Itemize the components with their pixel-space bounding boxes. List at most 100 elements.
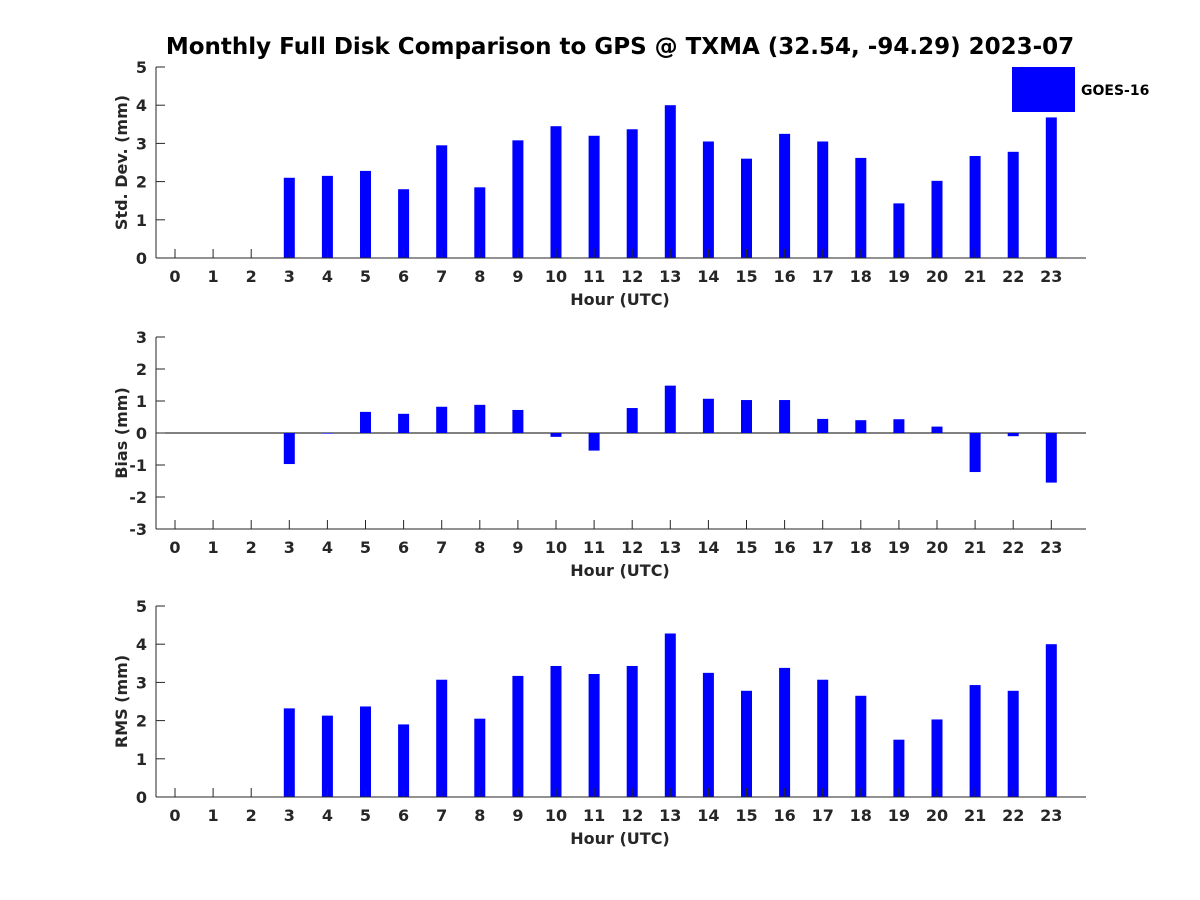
bar-hour-21 [969,685,981,797]
subplot-3: 0 1 2 3 4 5 6 7 8 9 10 11 12 13 14 15 16 17 18 19 20 21 22 2301… [112,597,1086,848]
y-tick-label: 4 [136,96,147,115]
y-tick-label: 1 [136,211,147,230]
bar-hour-10 [550,433,562,437]
bar-hour-5 [360,706,371,797]
bar-hour-15 [741,400,752,433]
x-tick-label: 7 [436,806,447,825]
bar-hour-12 [626,408,638,433]
x-tick-label: 2 [246,267,257,286]
bar-hour-12 [626,665,638,797]
x-tick-label: 7 [436,538,447,557]
x-tick-label: 2 [246,806,257,825]
bar-hour-4 [321,175,333,258]
x-tick-label: 12 [621,538,643,557]
bar-hour-18 [855,420,867,433]
y-tick-label: 2 [136,712,147,731]
bar-hour-7 [436,406,448,433]
bar-hour-14 [702,672,714,797]
bar-hour-19 [893,739,905,797]
x-tick-label: 21 [964,806,986,825]
bar-hour-7 [436,679,448,797]
x-tick-label: 9 [512,806,523,825]
bar-hour-15 [741,158,752,258]
x-tick-label: 5 [360,267,371,286]
bar-hour-17 [817,418,829,433]
bar-hour-11 [588,135,600,258]
x-tick-label: 8 [474,538,485,557]
bar-hour-6 [398,724,410,797]
x-tick-label: 15 [735,538,757,557]
x-tick-label: 14 [697,806,719,825]
x-axis-label: Hour (UTC) [570,561,670,580]
x-tick-label: 4 [322,806,333,825]
bar-hour-17 [817,141,829,258]
x-tick-label: 13 [659,806,681,825]
bar-hour-10 [550,665,562,797]
legend-swatch [1012,67,1075,112]
y-tick-label: -3 [129,520,147,539]
subplot-1: 0 1 2 3 4 5 6 7 8 9 10 11 12 13 14 15 16 17 18 19 20 21 22 2301… [112,58,1086,309]
bar-hour-11 [588,433,600,451]
x-tick-label: 13 [659,538,681,557]
y-tick-label: -2 [129,488,147,507]
x-tick-label: 16 [773,267,795,286]
x-tick-label: 18 [850,267,872,286]
x-tick-label: 19 [888,267,910,286]
x-tick-label: 14 [697,538,719,557]
y-tick-label: 5 [136,58,147,77]
bar-hour-15 [741,690,752,797]
bar-hour-9 [512,140,524,258]
x-tick-label: 21 [964,538,986,557]
x-tick-label: 3 [284,267,295,286]
x-tick-label: 3 [284,806,295,825]
y-axis-label: RMS (mm) [112,655,131,748]
x-tick-label: 0 [169,806,180,825]
y-tick-label: 4 [136,635,147,654]
y-tick-label: 3 [136,328,147,347]
bar-hour-10 [550,126,562,259]
chart-title: Monthly Full Disk Comparison to GPS @ TX… [166,34,1074,60]
x-axis-label: Hour (UTC) [570,290,670,309]
bar-hour-22 [1007,690,1019,797]
bar-hour-4 [321,433,333,434]
x-tick-label: 13 [659,267,681,286]
bar-hour-6 [398,189,410,258]
bar-hour-16 [779,133,791,258]
bar-hour-18 [855,157,867,258]
y-tick-label: 1 [136,392,147,411]
x-tick-label: 23 [1040,267,1062,286]
bar-hour-12 [626,129,638,258]
bar-hour-20 [931,426,943,433]
bar-hour-21 [969,156,981,258]
x-tick-label: 9 [512,267,523,286]
x-tick-label: 2 [246,538,257,557]
x-tick-label: 12 [621,806,643,825]
x-tick-label: 16 [773,538,795,557]
y-tick-label: 3 [136,134,147,153]
x-tick-label: 18 [850,806,872,825]
bar-hour-8 [474,187,486,258]
bar-hour-23 [1045,433,1057,483]
x-tick-label: 20 [926,538,948,557]
x-tick-label: 17 [812,538,834,557]
x-tick-label: 1 [208,267,219,286]
bar-hour-9 [512,675,524,797]
x-tick-label: 0 [169,538,180,557]
x-tick-label: 18 [850,538,872,557]
x-tick-label: 5 [360,538,371,557]
subplot-2: 0 1 2 3 4 5 6 7 8 9 10 11 12 13 14 15 16 17 18 19 20 21 22 23-3… [112,328,1086,580]
x-tick-label: 1 [208,538,219,557]
x-tick-label: 22 [1002,538,1024,557]
x-tick-label: 6 [398,538,409,557]
x-tick-label: 21 [964,267,986,286]
y-tick-label: 5 [136,597,147,616]
y-axis-label: Bias (mm) [112,387,131,479]
y-tick-label: 0 [136,788,147,807]
bar-hour-14 [702,398,714,433]
x-tick-label: 12 [621,267,643,286]
x-tick-label: 23 [1040,806,1062,825]
bar-hour-7 [436,145,448,258]
bar-hour-3 [283,708,295,797]
x-tick-label: 6 [398,806,409,825]
x-tick-label: 11 [583,806,605,825]
